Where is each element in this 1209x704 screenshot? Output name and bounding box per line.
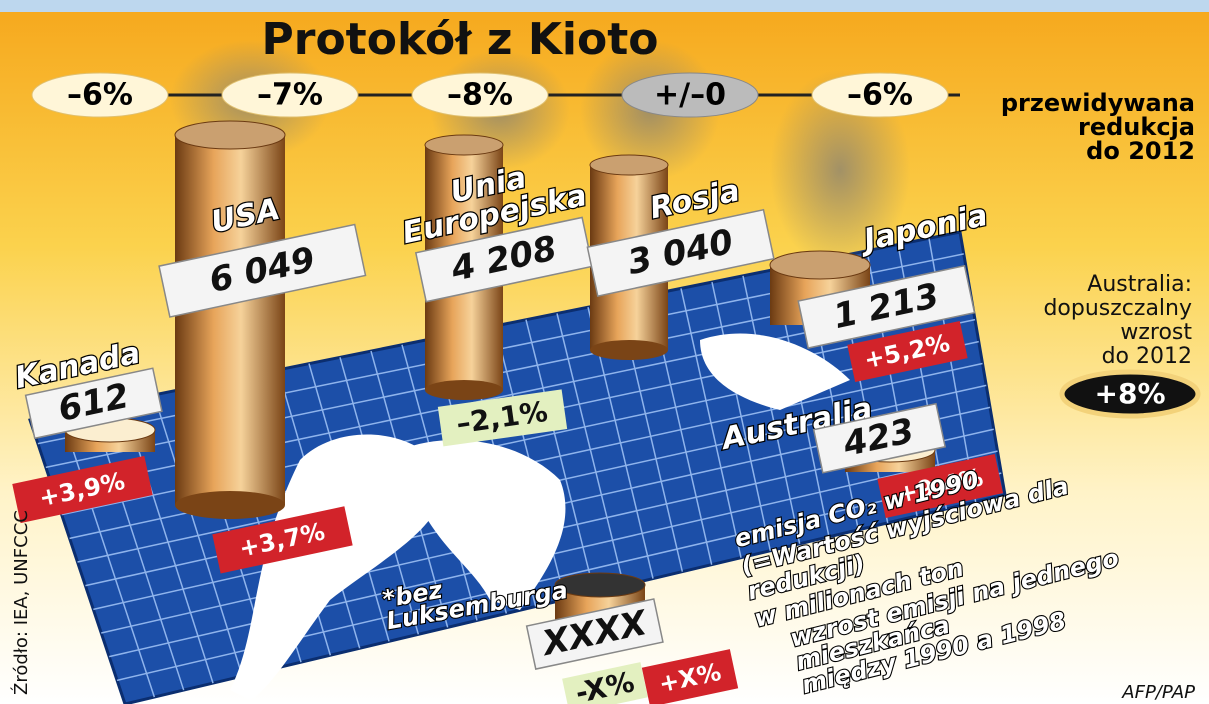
- reduction: –6%: [847, 78, 913, 113]
- note-line: do 2012: [1102, 344, 1192, 369]
- title: Protokół z Kioto: [262, 14, 659, 65]
- chimneys: [64, 120, 936, 625]
- reduction-note: przewidywana: [1001, 89, 1195, 117]
- credit: AFP/PAP: [1121, 682, 1195, 703]
- note-line: dopuszczalny: [1043, 296, 1192, 321]
- footnote: *bez Luksemburga: [379, 574, 570, 636]
- growth: –2,1%: [437, 389, 568, 447]
- reduction: +/–0: [654, 78, 726, 113]
- growth: +5,2%: [847, 320, 968, 383]
- reduction: –7%: [257, 78, 323, 113]
- australia-note: Australia: dopuszczalny wzrost do 2012 +…: [1043, 272, 1201, 419]
- reduction-note: do 2012: [1086, 137, 1195, 165]
- reduction: –6%: [67, 78, 133, 113]
- legend-sample: XXXX: [525, 598, 664, 670]
- reduction-note: redukcja: [1078, 113, 1195, 141]
- reduction: –8%: [447, 78, 513, 113]
- reductions: –6% –7% –8% +/–0 –6%: [31, 72, 949, 118]
- land: [700, 333, 850, 410]
- source: Źródło: IEA, UNFCCC: [10, 510, 32, 695]
- land: [400, 440, 566, 610]
- legend-increase: +X%: [641, 649, 739, 704]
- note-line: wzrost: [1120, 320, 1192, 345]
- badge: +8%: [1095, 377, 1166, 410]
- note-line: Australia:: [1087, 272, 1192, 297]
- top-strip: [0, 0, 1209, 12]
